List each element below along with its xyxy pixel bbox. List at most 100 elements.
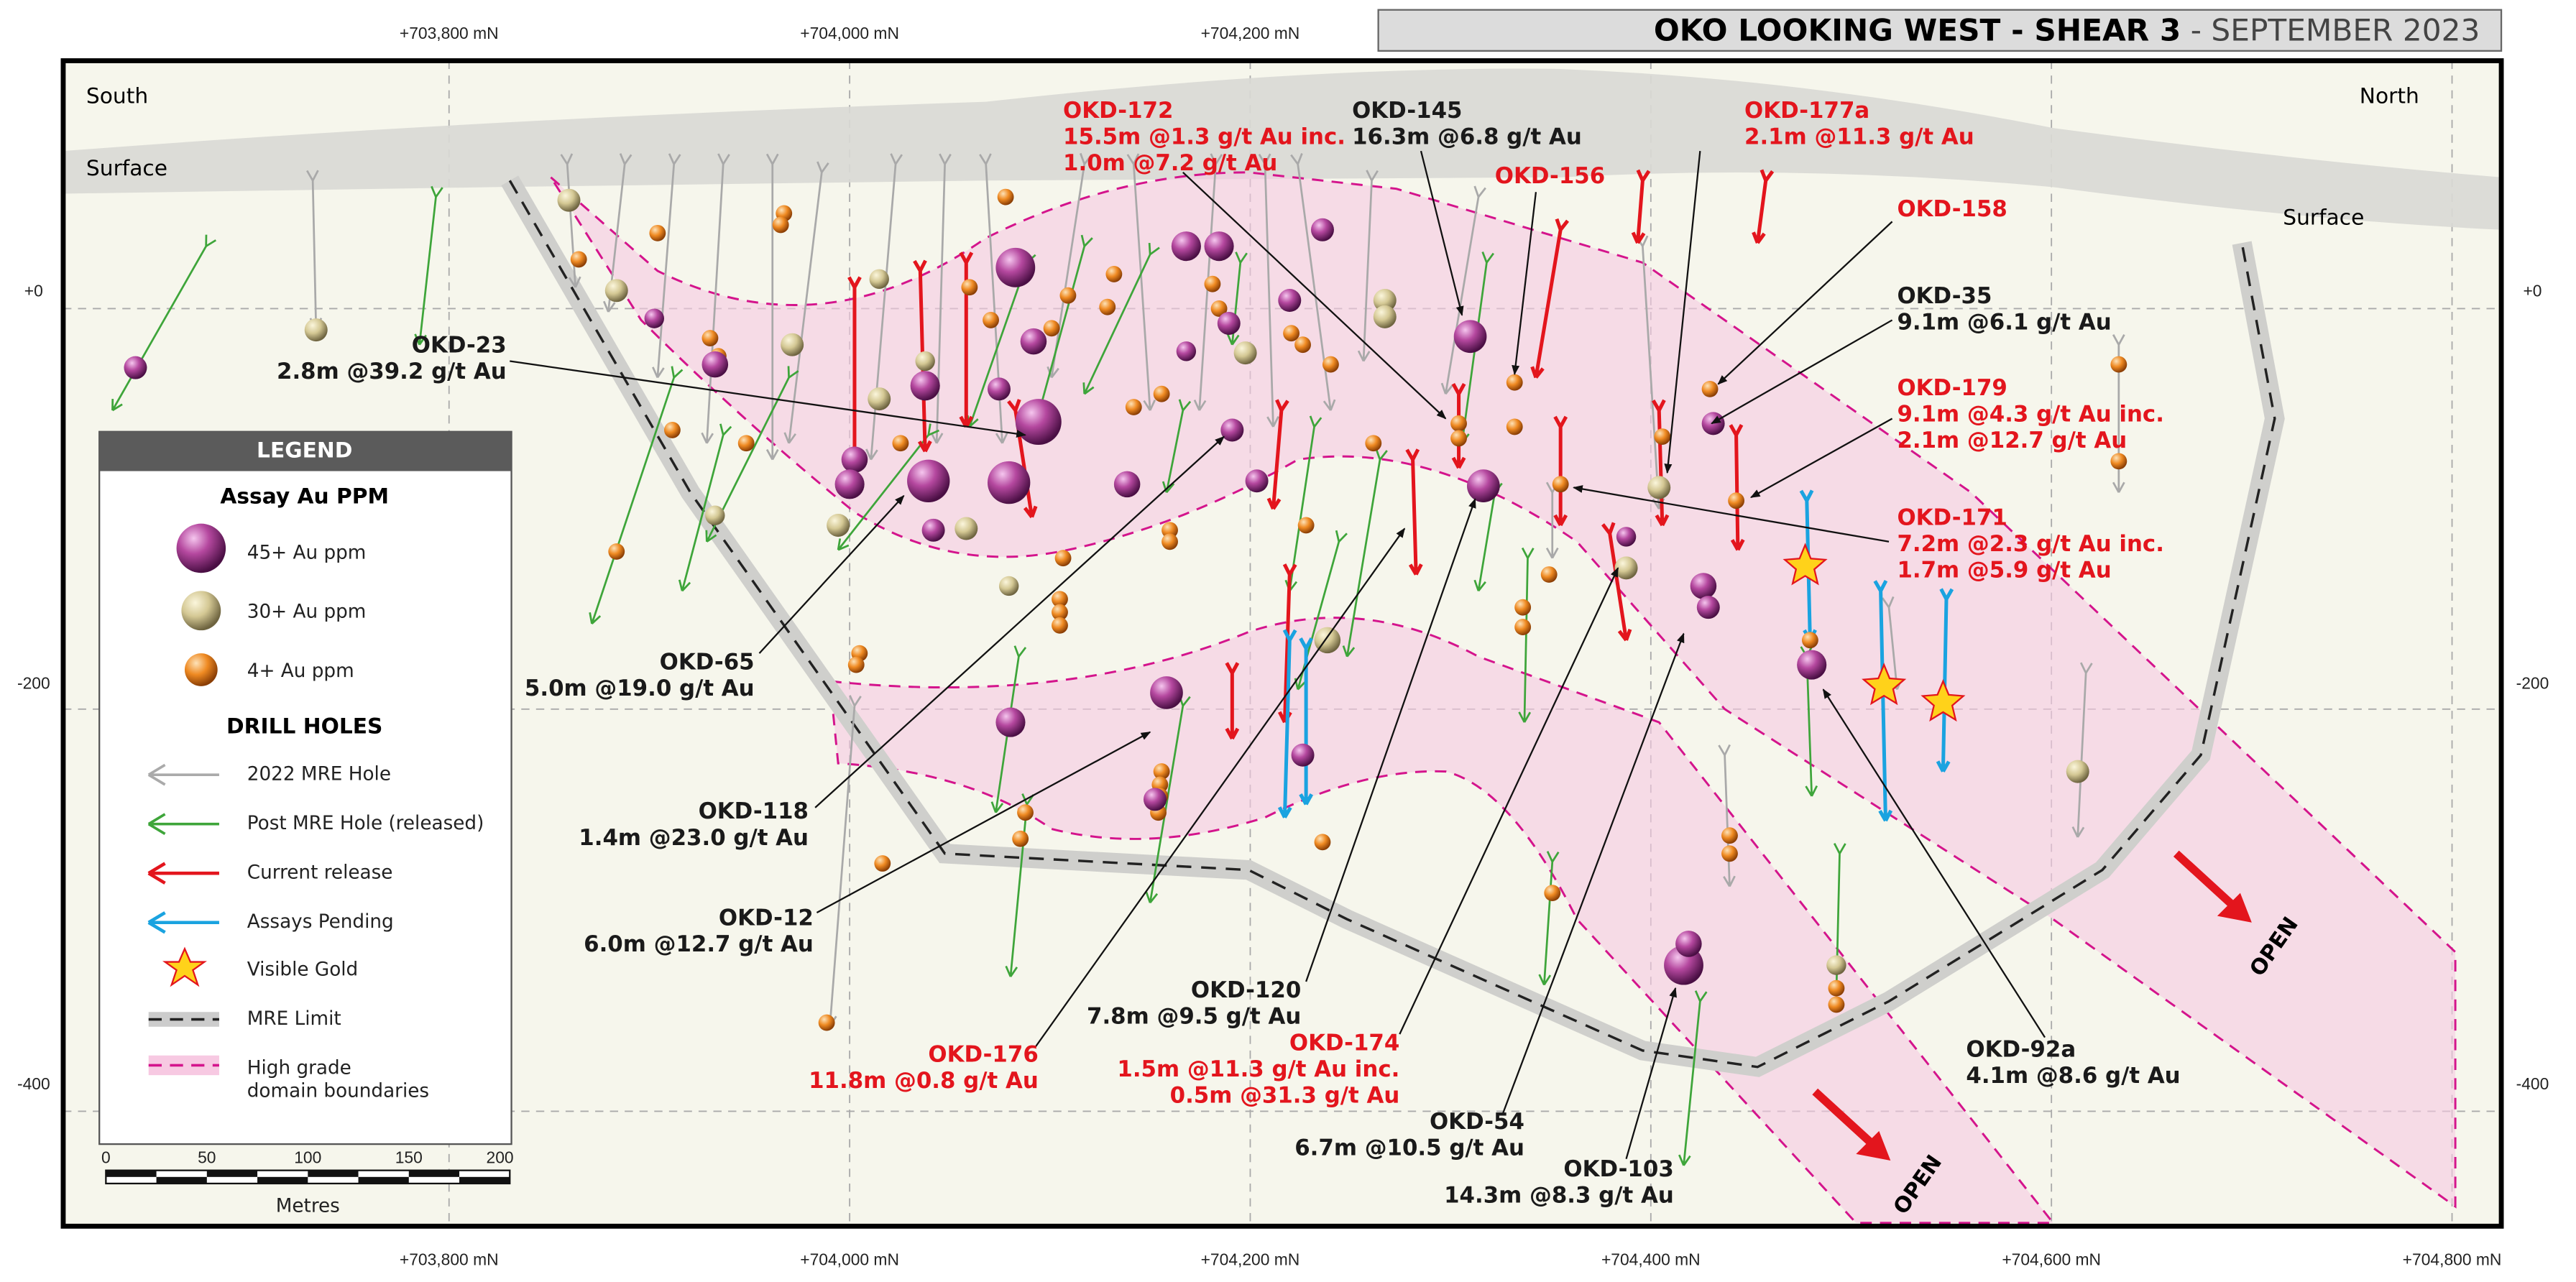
easting-label: +704,600 mN xyxy=(2002,1250,2101,1268)
assay-sphere xyxy=(1654,428,1671,446)
assay-sphere xyxy=(1514,599,1532,616)
drill-hole xyxy=(1357,170,1379,362)
hole-name: OKD-92a xyxy=(1966,1036,2076,1062)
intercept-text: 4.1m @8.6 g/t Au xyxy=(1966,1063,2180,1089)
assay-sphere xyxy=(2110,356,2128,373)
legend-item: High grade xyxy=(247,1058,351,1079)
drill-hole xyxy=(1457,252,1494,444)
drill-hole xyxy=(979,153,1008,444)
easting-label: +704,000 mN xyxy=(800,1250,899,1268)
legend-title: LEGEND xyxy=(257,438,352,464)
legend-swatch xyxy=(176,523,226,573)
assay-sphere xyxy=(1113,471,1141,498)
leader-line xyxy=(1749,418,1893,499)
title-box xyxy=(1377,9,2503,52)
leader-line xyxy=(1305,498,1476,982)
assay-sphere xyxy=(983,312,999,328)
legend-item: Visible Gold xyxy=(247,959,358,980)
elevation-label: -200 xyxy=(2516,674,2549,693)
open-arrow-head xyxy=(2217,893,2252,923)
drill-hole xyxy=(1601,522,1632,642)
assay-sphere xyxy=(1052,604,1068,621)
leader-line xyxy=(1182,172,1447,420)
legend-heading: Assay Au PPM xyxy=(220,484,389,509)
assay-sphere xyxy=(1826,955,1846,975)
leader-line xyxy=(1512,192,1537,376)
intercept-text: 9.1m @4.3 g/t Au inc. xyxy=(1897,401,2163,427)
leader-line xyxy=(1717,221,1893,385)
open-arrow xyxy=(1812,1088,1876,1148)
assay-sphere xyxy=(987,377,1011,401)
intercept-text: 2.1m @11.3 g/t Au xyxy=(1744,124,1974,149)
drill-hole xyxy=(1299,637,1313,806)
assay-sphere xyxy=(868,387,891,411)
assay-sphere xyxy=(1466,469,1500,502)
drill-hole xyxy=(1718,744,1736,887)
assay-sphere xyxy=(1245,469,1269,493)
drill-hole xyxy=(1277,629,1297,818)
drill-hole xyxy=(1225,662,1240,740)
title-date: - SEPTEMBER 2023 xyxy=(2181,12,2480,47)
intercept-text: 1.7m @5.9 g/t Au xyxy=(1897,557,2111,583)
assay-sphere xyxy=(1310,218,1334,241)
legend-swatch xyxy=(181,591,221,631)
assay-spheres xyxy=(124,188,2128,1031)
legend-item: 2022 MRE Hole xyxy=(247,764,391,785)
assay-sphere xyxy=(705,505,725,525)
drill-hole xyxy=(1284,415,1322,592)
leader-line xyxy=(1573,485,1890,543)
assay-sphere xyxy=(1012,830,1029,847)
assay-sphere xyxy=(124,356,147,379)
legend-item: 30+ Au ppm xyxy=(247,601,367,623)
title: OKO LOOKING WEST - SHEAR 3 - SEPTEMBER 2… xyxy=(1654,12,2480,47)
assay-sphere xyxy=(874,855,891,872)
scale-label: 50 xyxy=(198,1148,216,1167)
drill-hole xyxy=(959,252,974,428)
hole-name: OKD-145 xyxy=(1352,98,1462,124)
assay-sphere xyxy=(818,1014,835,1031)
drill-hole xyxy=(865,153,903,461)
elevation-label: -400 xyxy=(2516,1074,2549,1093)
assay-sphere xyxy=(702,351,729,378)
scale-bar xyxy=(105,1169,511,1185)
drill-hole xyxy=(1258,153,1279,428)
drill-hole xyxy=(1873,579,1893,822)
assay-sphere xyxy=(1721,845,1738,862)
leader-line xyxy=(816,731,1151,914)
assay-sphere xyxy=(663,422,681,438)
drill-hole xyxy=(1631,169,1651,244)
intercept-text: 11.8m @0.8 g/t Au xyxy=(809,1068,1039,1094)
assay-sphere xyxy=(1797,650,1827,680)
drill-hole xyxy=(305,170,323,329)
drill-hole xyxy=(1678,990,1708,1166)
assay-sphere xyxy=(1059,287,1077,304)
drill-hole xyxy=(1342,448,1388,658)
hole-name: OKD-103 xyxy=(1563,1156,1673,1182)
assay-sphere xyxy=(1506,418,1523,435)
assay-sphere xyxy=(1017,804,1034,821)
leader-line xyxy=(1502,632,1685,1114)
hole-name: OKD-158 xyxy=(1897,196,2007,222)
topography xyxy=(63,68,2502,230)
leader-line xyxy=(1711,319,1893,425)
scale-label: 0 xyxy=(101,1148,111,1167)
assay-sphere xyxy=(1291,743,1315,767)
leader-line xyxy=(1822,688,2046,1038)
leader-line xyxy=(1664,151,1701,474)
scale-label: 200 xyxy=(487,1148,514,1167)
drill-hole xyxy=(783,161,829,444)
drill-hole xyxy=(1294,530,1348,691)
hole-name: OKD-120 xyxy=(1191,977,1301,1003)
drill-hole xyxy=(1881,596,1903,691)
assay-sphere xyxy=(1162,522,1178,539)
assay-sphere xyxy=(995,707,1026,737)
scale-unit: Metres xyxy=(276,1195,340,1217)
visible-gold xyxy=(1782,543,1828,586)
intercept-text: 16.3m @6.8 g/t Au xyxy=(1352,124,1582,149)
hole-name: OKD-156 xyxy=(1495,163,1605,189)
assay-sphere xyxy=(1450,430,1467,447)
assay-sphere xyxy=(1701,380,1719,397)
elevation-label: -400 xyxy=(17,1074,50,1093)
drill-hole xyxy=(847,276,862,494)
drill-hole xyxy=(1126,153,1156,411)
